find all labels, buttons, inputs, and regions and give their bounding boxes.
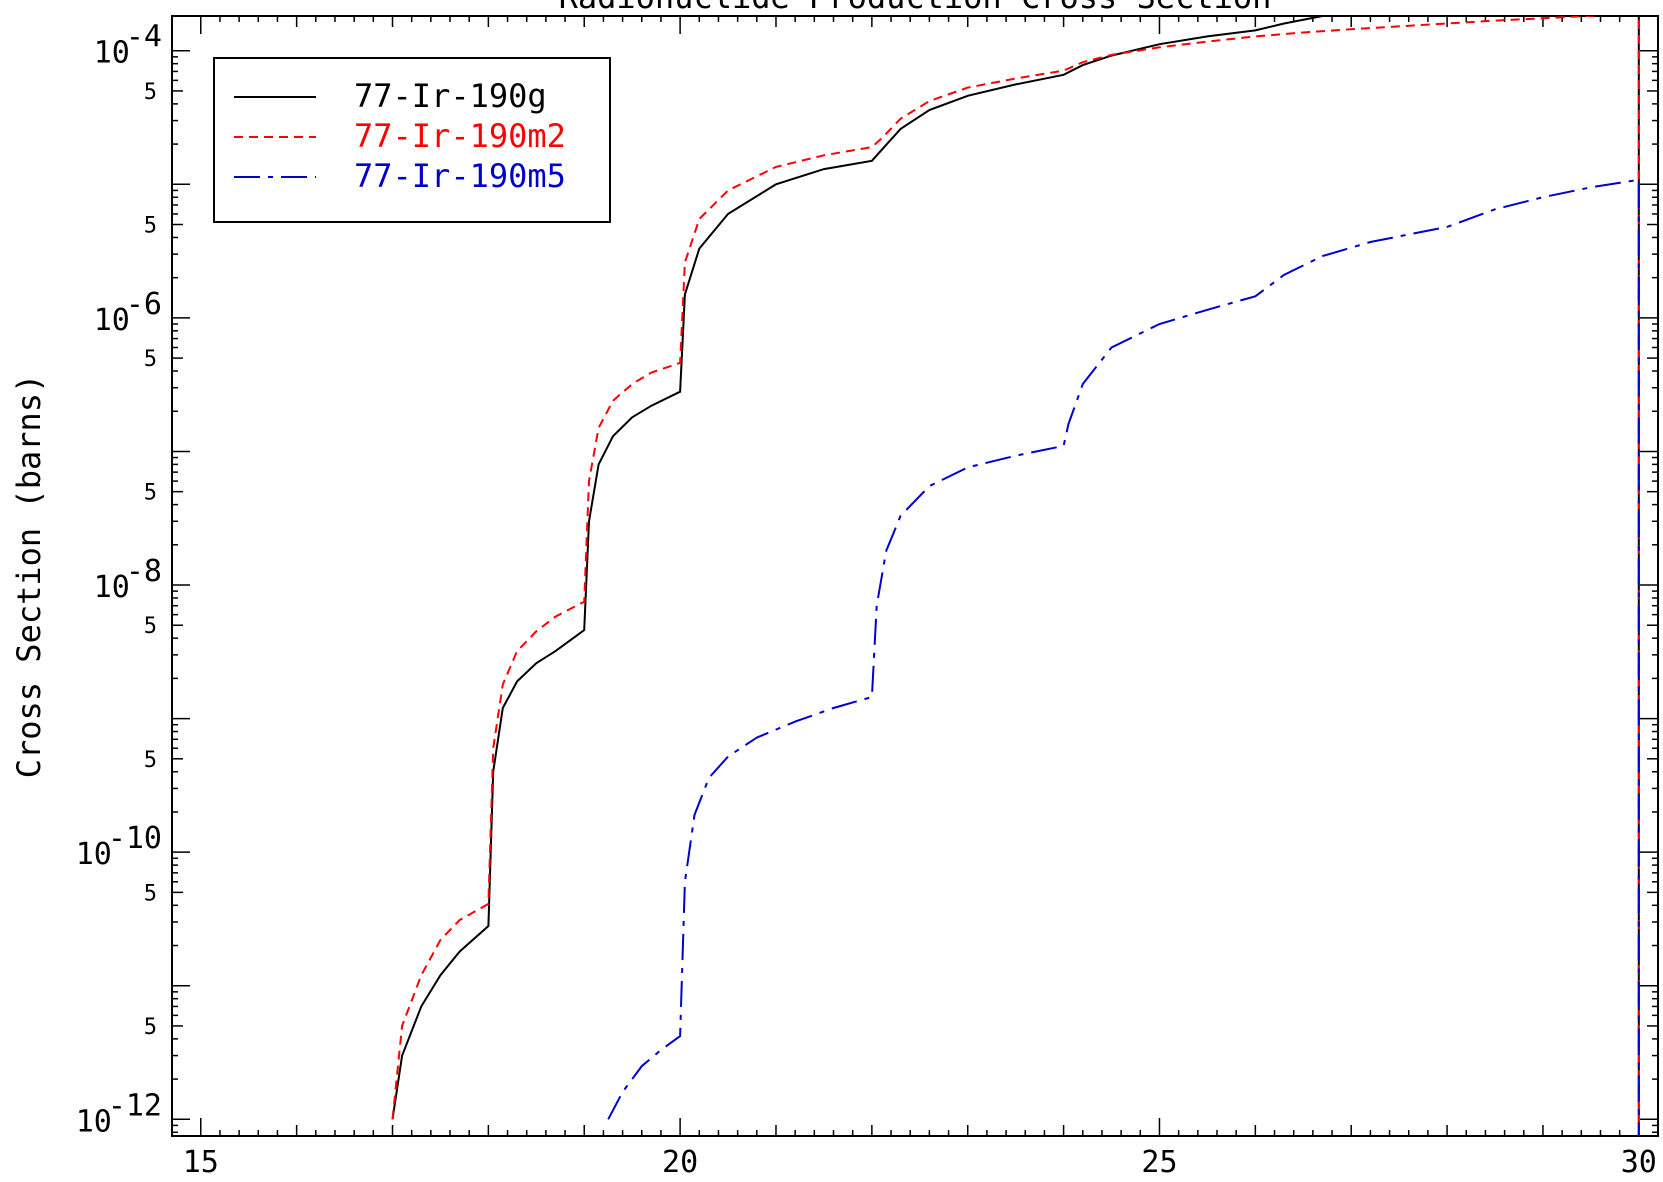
x-tick-label: 20 [662, 1145, 698, 1180]
y-minor-tick-label: 5 [144, 1015, 157, 1040]
y-tick-label: 10-8 [94, 554, 162, 605]
y-minor-tick-label: 5 [144, 881, 157, 906]
y-minor-tick-label: 5 [144, 80, 157, 105]
legend-label: 77-Ir-190m2 [354, 117, 566, 155]
y-tick-label: 10-4 [94, 20, 162, 71]
chart-title: Radionuclide Production Cross Section [559, 0, 1272, 16]
series-line-2 [607, 178, 1640, 1136]
legend-label: 77-Ir-190g [354, 77, 547, 115]
y-minor-tick-label: 5 [144, 614, 157, 639]
axis-tick-labels: 15 20 25 30 5 5 5 5 5 5 5 5 10-4 10-6 10-8 10-10 10-12 [76, 20, 1657, 1180]
series-line-0 [391, 16, 1640, 1136]
series-line-1 [391, 16, 1640, 1136]
y-tick-label: 10-6 [94, 287, 162, 338]
y-tick-label: 10-10 [76, 821, 162, 872]
y-minor-tick-label: 5 [144, 748, 157, 773]
y-minor-tick-label: 5 [144, 214, 157, 239]
x-tick-label: 30 [1621, 1145, 1657, 1180]
axis-ticks [172, 16, 1658, 1136]
legend-box [213, 57, 611, 223]
y-tick-label: 10-12 [76, 1088, 162, 1139]
x-tick-label: 25 [1141, 1145, 1177, 1180]
plot-frame [171, 15, 1659, 1137]
y-minor-tick-label: 5 [144, 481, 157, 506]
x-tick-label: 15 [183, 1145, 219, 1180]
y-minor-tick-label: 5 [144, 347, 157, 372]
series-layer [391, 16, 1640, 1136]
y-axis-title: Cross Section (barns) [10, 374, 48, 779]
legend-label: 77-Ir-190m5 [354, 157, 566, 195]
